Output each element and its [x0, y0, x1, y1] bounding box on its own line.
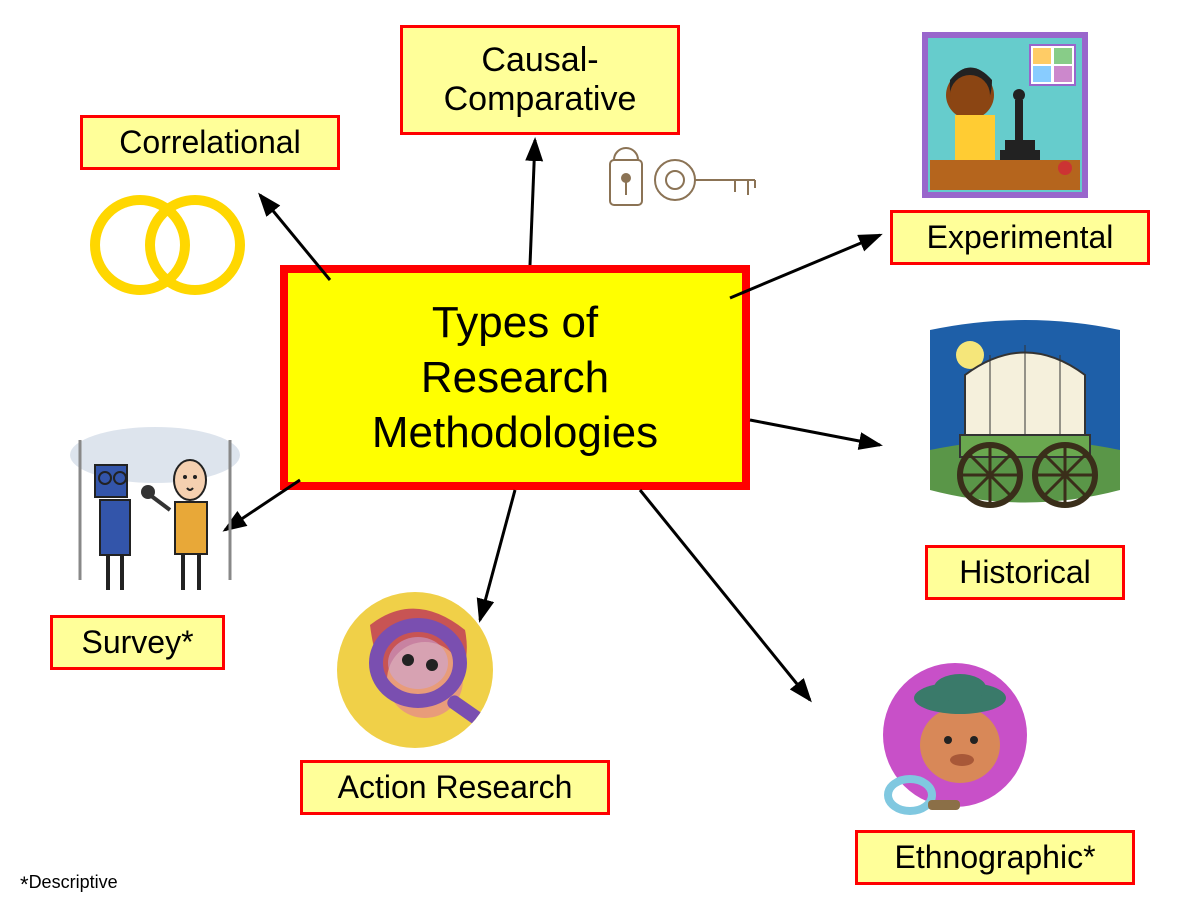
arrow-historical	[750, 420, 880, 445]
node-action: Action Research	[300, 760, 610, 815]
center-line3: Methodologies	[372, 405, 658, 460]
label-ethnographic: Ethnographic*	[894, 839, 1095, 876]
label-correlational: Correlational	[119, 124, 300, 161]
microscope-icon	[920, 30, 1090, 200]
node-survey: Survey*	[50, 615, 225, 670]
label-causal: Causal- Comparative	[444, 41, 637, 119]
footnote-star: *	[20, 872, 29, 897]
arrow-ethnographic	[640, 490, 810, 700]
node-experimental: Experimental	[890, 210, 1150, 265]
rings-icon	[80, 185, 260, 305]
ethnographic-icon	[870, 660, 1040, 820]
node-historical: Historical	[925, 545, 1125, 600]
center-node: Types of Research Methodologies	[280, 265, 750, 490]
label-survey: Survey*	[81, 624, 193, 661]
node-causal: Causal- Comparative	[400, 25, 680, 135]
wagon-icon	[910, 320, 1140, 520]
node-ethnographic: Ethnographic*	[855, 830, 1135, 885]
node-correlational: Correlational	[80, 115, 340, 170]
keylock-icon	[600, 130, 770, 220]
label-experimental: Experimental	[927, 219, 1114, 256]
label-action: Action Research	[338, 769, 573, 806]
footnote: *Descriptive	[20, 872, 118, 898]
center-line2: Research	[421, 350, 609, 405]
center-line1: Types of	[432, 295, 598, 350]
arrow-causal	[530, 140, 535, 265]
label-historical: Historical	[959, 554, 1091, 591]
interview-icon	[60, 410, 250, 600]
footnote-text: Descriptive	[29, 872, 118, 892]
arrow-experimental	[730, 235, 880, 298]
magnify-icon	[330, 585, 500, 755]
